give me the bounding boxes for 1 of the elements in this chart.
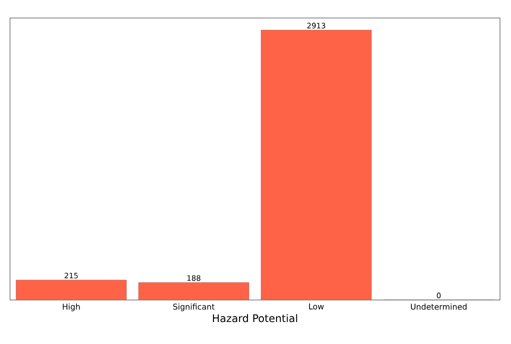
x-axis-title: Hazard Potential — [212, 314, 298, 322]
